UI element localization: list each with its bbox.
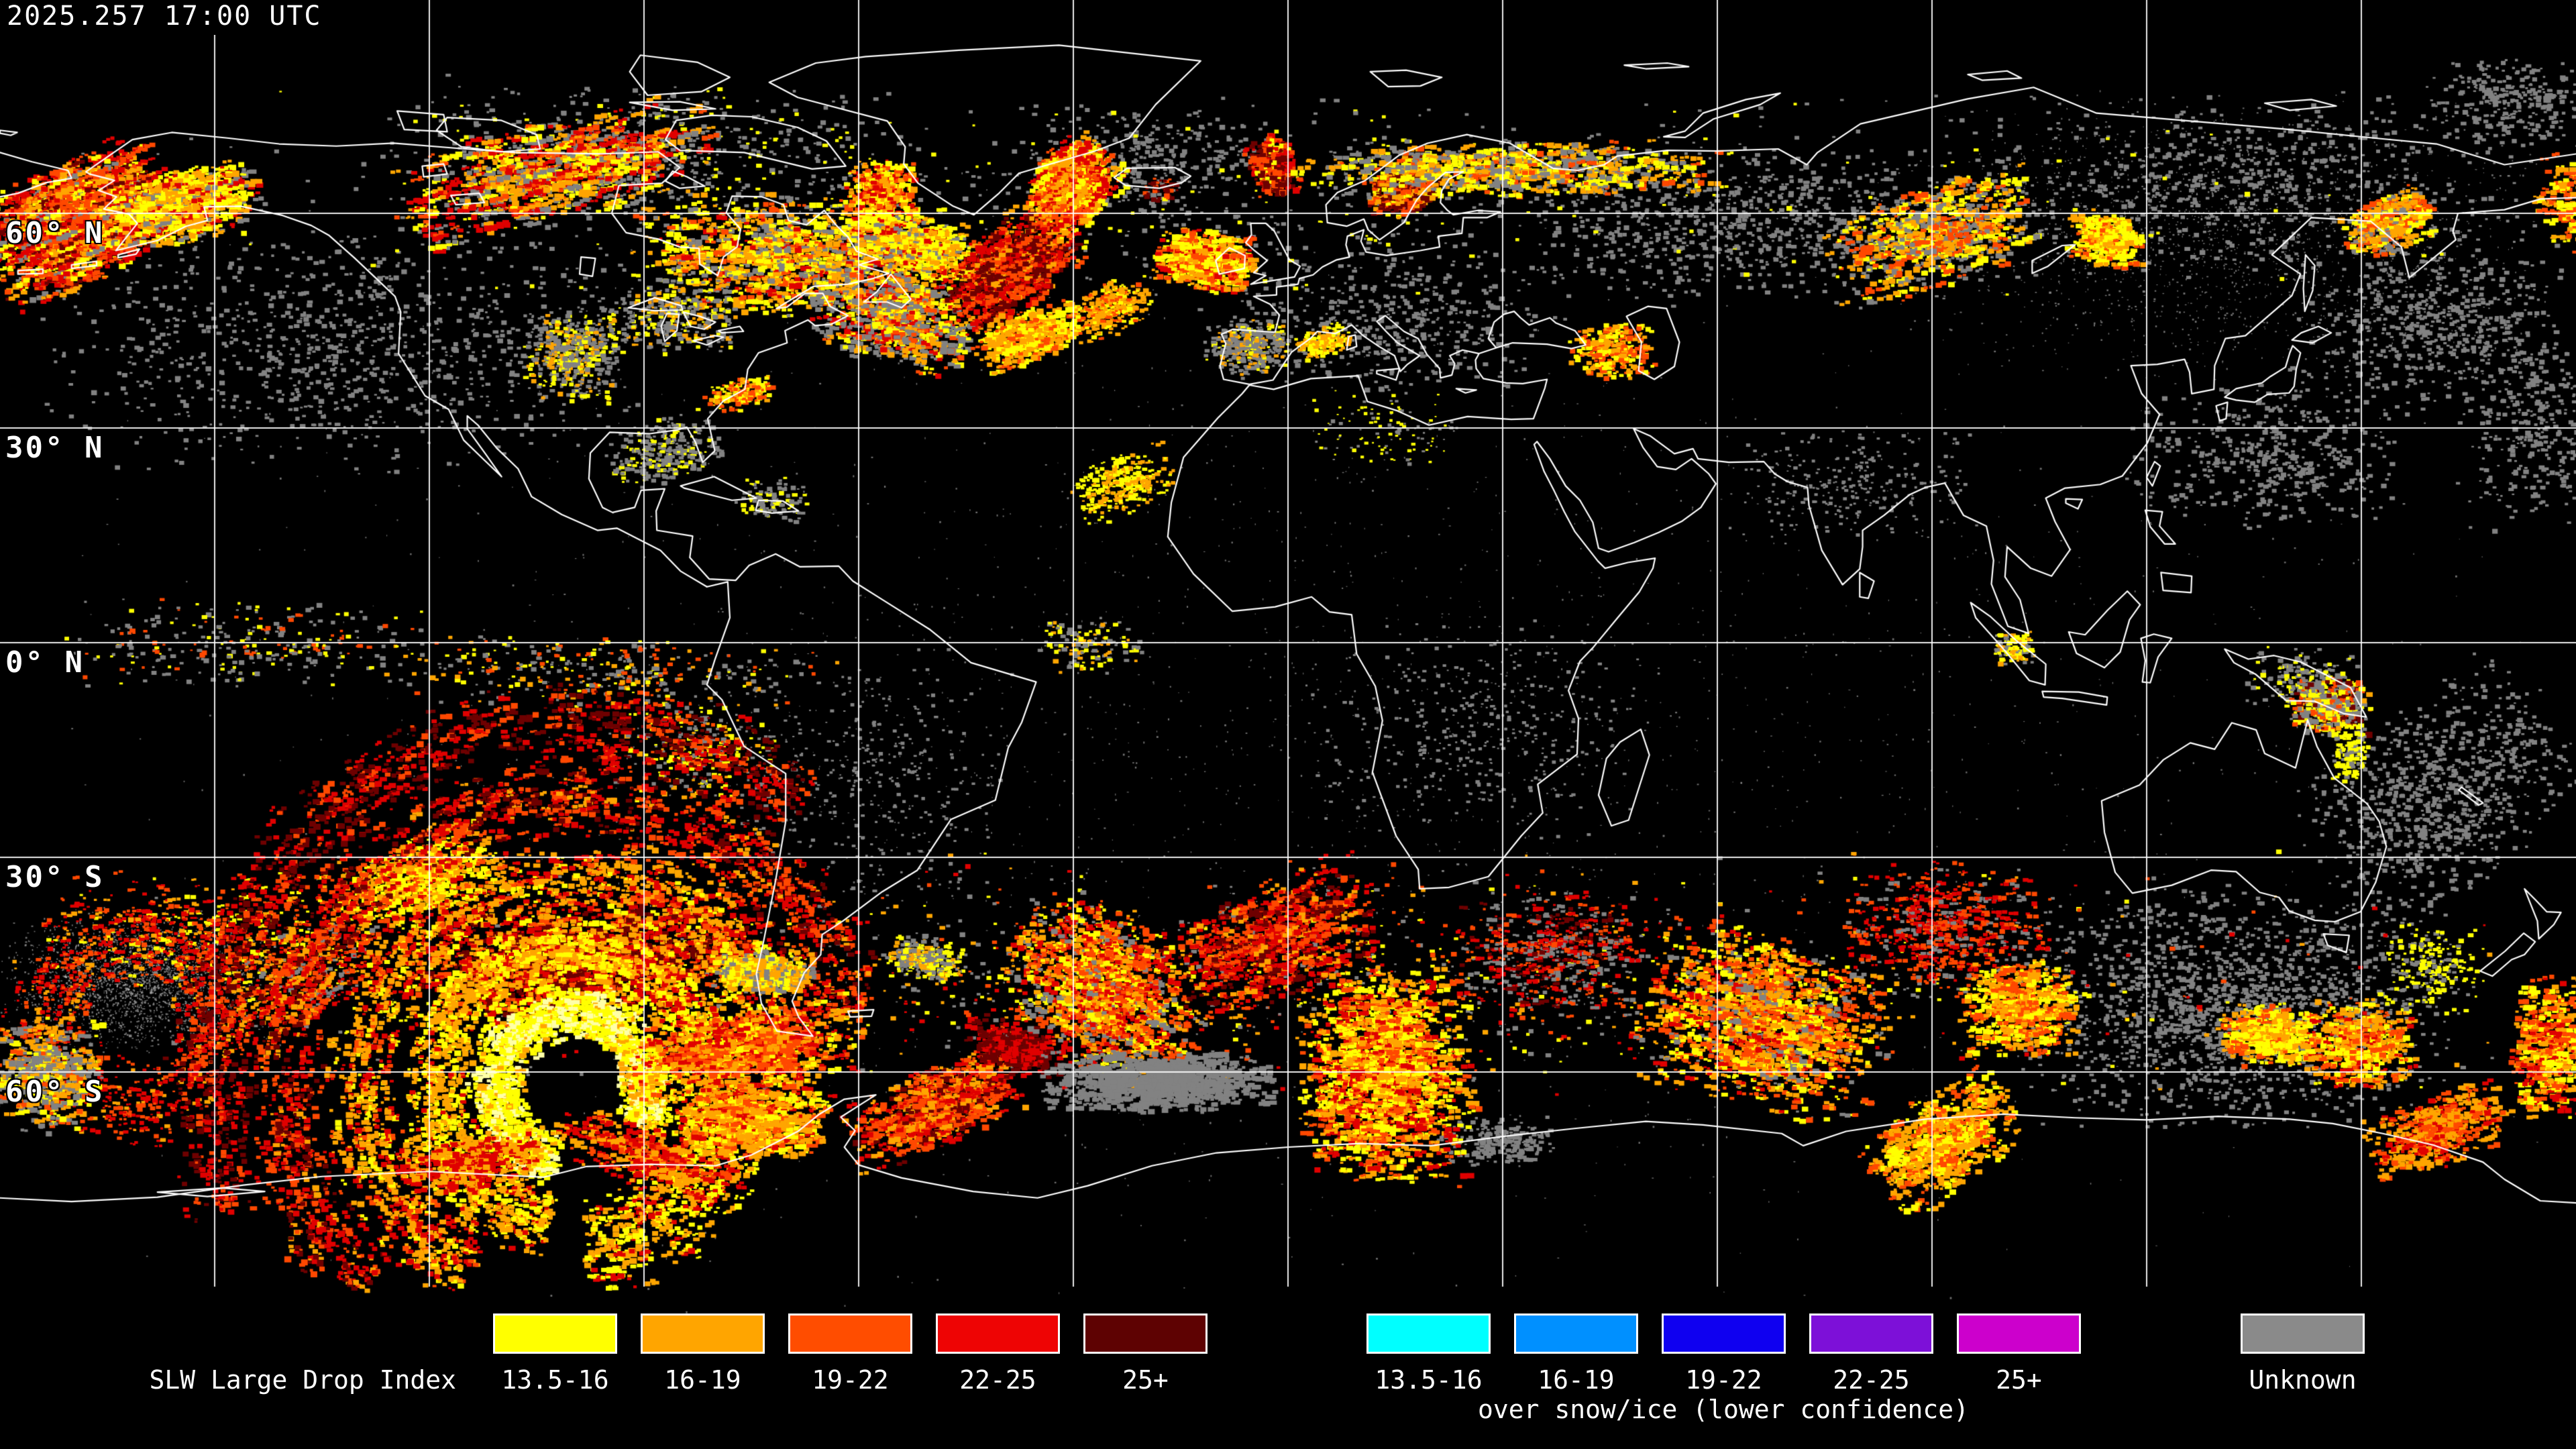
legend-title: SLW Large Drop Index: [149, 1365, 456, 1395]
latitude-label: 30° S: [5, 860, 105, 894]
legend-liquid-swatch-label: 16-19: [664, 1365, 741, 1395]
legend-liquid-swatch-label: 25+: [1122, 1365, 1169, 1395]
legend-liquid-swatch-25+: [1083, 1313, 1208, 1354]
legend-liquid-swatch-16-19: [641, 1313, 765, 1354]
legend-liquid-swatch-label: 13.5-16: [501, 1365, 609, 1395]
legend-unknown-swatch-label: Unknown: [2249, 1365, 2357, 1395]
legend-liquid-swatch-label: 22-25: [959, 1365, 1036, 1395]
legend-snow-swatch-label: 13.5-16: [1375, 1365, 1483, 1395]
latitude-label: 60° N: [5, 215, 105, 250]
legend-snow-swatch-label: 25+: [1996, 1365, 2042, 1395]
legend-liquid-swatch-19-22: [788, 1313, 912, 1354]
legend-unknown-swatch-Unknown: [2241, 1313, 2365, 1354]
legend-snow-swatch-13.5-16: [1366, 1313, 1491, 1354]
legend-liquid-swatch-13.5-16: [493, 1313, 617, 1354]
legend-snow-swatch-16-19: [1514, 1313, 1638, 1354]
timestamp: 2025.257 17:00 UTC: [4, 0, 333, 35]
legend-liquid-swatch-22-25: [936, 1313, 1060, 1354]
legend-snow-swatch-25+: [1957, 1313, 2081, 1354]
legend-liquid-swatch-label: 19-22: [812, 1365, 889, 1395]
legend-snow-swatch-19-22: [1662, 1313, 1786, 1354]
legend-snow-caption: over snow/ice (lower confidence): [1477, 1395, 1970, 1424]
latitude-label: 60° S: [5, 1075, 105, 1109]
latitude-label: 0° N: [5, 645, 85, 680]
latitude-label: 30° N: [5, 430, 105, 465]
legend-snow-swatch-label: 19-22: [1685, 1365, 1762, 1395]
legend-snow-swatch-22-25: [1809, 1313, 1933, 1354]
legend-snow-swatch-label: 22-25: [1833, 1365, 1910, 1395]
legend-snow-swatch-label: 16-19: [1538, 1365, 1615, 1395]
